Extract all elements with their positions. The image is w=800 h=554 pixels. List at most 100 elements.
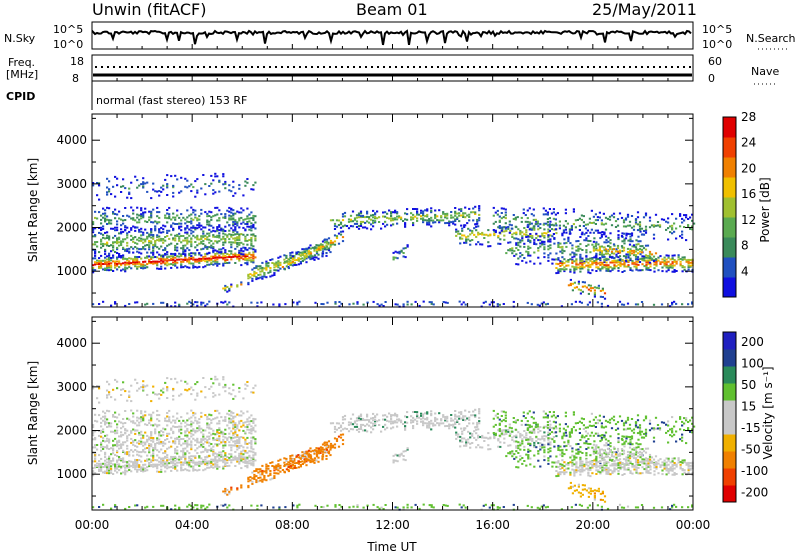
power-echo-cell <box>138 256 141 258</box>
power-echo-cell <box>653 263 656 266</box>
power-echo-cell <box>259 270 262 273</box>
power-echo-cell <box>148 258 151 261</box>
power-echo-cell <box>456 218 459 220</box>
velocity-echo-cell <box>295 466 298 469</box>
velocity-echo-cell <box>166 389 169 392</box>
power-echo-cell <box>138 262 141 265</box>
power-echo-cell <box>565 268 568 271</box>
velocity-echo-cell <box>210 458 213 461</box>
freq-panel: Freq. [MHz] 18 8 60 0 Nave <box>6 54 779 85</box>
power-echo-cell <box>507 249 510 252</box>
power-echo-cell <box>154 256 157 258</box>
power-echo-cell <box>675 302 678 305</box>
power-echo-cell <box>464 212 467 215</box>
power-echo-cell <box>142 231 145 234</box>
velocity-echo-cell <box>164 470 167 473</box>
velocity-echo-cell <box>206 449 209 452</box>
power-echo-cell <box>652 237 656 240</box>
power-echo-cell <box>190 229 193 232</box>
power-echo-cell <box>522 208 525 211</box>
power-echo-cell <box>569 278 572 281</box>
power-echo-cell <box>414 300 417 303</box>
velocity-echo-cell <box>122 459 125 462</box>
power-echo-cell <box>136 250 139 253</box>
power-echo-cell <box>323 245 326 248</box>
power-echo-cell <box>250 247 253 250</box>
velocity-echo-cell <box>232 427 235 430</box>
power-echo-cell <box>202 259 205 262</box>
velocity-echo-cell <box>248 450 251 453</box>
velocity-echo-cell <box>317 447 321 450</box>
power-echo-cell <box>190 237 193 240</box>
power-echo-cell <box>130 234 133 237</box>
power-echo-cell <box>418 304 421 307</box>
velocity-echo-cell <box>150 464 153 466</box>
power-echo-cell <box>478 209 481 212</box>
power-echo-cell <box>132 225 135 228</box>
power-echo-cell <box>683 226 686 228</box>
power-echo-cell <box>321 247 325 250</box>
power-echo-cell <box>126 258 129 261</box>
power-echo-cell <box>626 247 630 250</box>
power-echo-cell <box>188 256 191 259</box>
power-echo-cell <box>347 227 351 230</box>
velocity-echo-cell <box>250 428 253 431</box>
velocity-echo-cell <box>386 415 389 418</box>
power-echo-cell <box>502 303 505 305</box>
velocity-echo-cell <box>396 418 399 421</box>
power-echo-cell <box>386 212 389 215</box>
power-echo-cell <box>549 220 552 223</box>
velocity-echo-cell <box>236 424 239 427</box>
velocity-echo-cell <box>248 442 251 444</box>
power-echo-cell <box>396 215 399 218</box>
velocity-echo-cell <box>92 385 95 387</box>
velocity-echo-cell <box>398 455 401 458</box>
velocity-echo-cell <box>102 410 105 413</box>
velocity-echo-cell <box>108 439 111 442</box>
power-echo-cell <box>180 263 183 266</box>
power-echo-cell <box>214 235 217 238</box>
velocity-echo-cell <box>152 454 155 457</box>
power-echo-cell <box>478 219 481 222</box>
power-echo-cell <box>218 217 221 220</box>
power-echo-cell <box>396 212 399 215</box>
velocity-echo-cell <box>200 445 203 448</box>
power-echo-cell <box>218 180 221 183</box>
power-echo-cell <box>154 245 157 248</box>
power-echo-cell <box>422 214 425 217</box>
power-echo-cell <box>366 215 369 218</box>
velocity-echo-cell <box>390 427 393 430</box>
power-echo-cell <box>120 244 123 246</box>
velocity-echo-cell <box>291 459 294 462</box>
power-echo-cell <box>574 300 577 303</box>
velocity-echo-cell <box>224 458 227 460</box>
velocity-echo-cell <box>172 459 175 462</box>
power-echo-cell <box>647 267 650 270</box>
velocity-echo-cell <box>152 459 155 462</box>
power-echo-cell <box>240 241 243 244</box>
velocity-echo-cell <box>118 456 121 458</box>
power-echo-cell <box>106 218 109 221</box>
power-echo-cell <box>248 256 251 259</box>
power-echo-cell <box>635 265 638 268</box>
power-echo-cell <box>118 260 121 263</box>
power-echo-cell <box>98 259 101 262</box>
power-echo-cell <box>184 250 187 253</box>
power-echo-cell <box>176 258 179 261</box>
velocity-echo-cell <box>186 439 189 442</box>
velocity-echo-cell <box>313 461 316 464</box>
power-echo-cell <box>116 213 119 216</box>
velocity-echo-cell <box>170 378 173 381</box>
power-echo-cell <box>120 242 123 245</box>
power-echo-cell <box>116 184 119 187</box>
velocity-echo-cell <box>122 441 125 444</box>
power-echo-cell <box>164 225 167 228</box>
velocity-echo-cell <box>146 459 149 462</box>
power-echo-cell <box>106 269 109 272</box>
power-echo-cell <box>212 229 215 232</box>
velocity-echo-cell <box>150 413 153 416</box>
power-echo-cell <box>321 240 325 243</box>
power-echo-cell <box>325 238 329 241</box>
power-echo-cell <box>634 258 638 261</box>
power-echo-cell <box>627 255 630 258</box>
